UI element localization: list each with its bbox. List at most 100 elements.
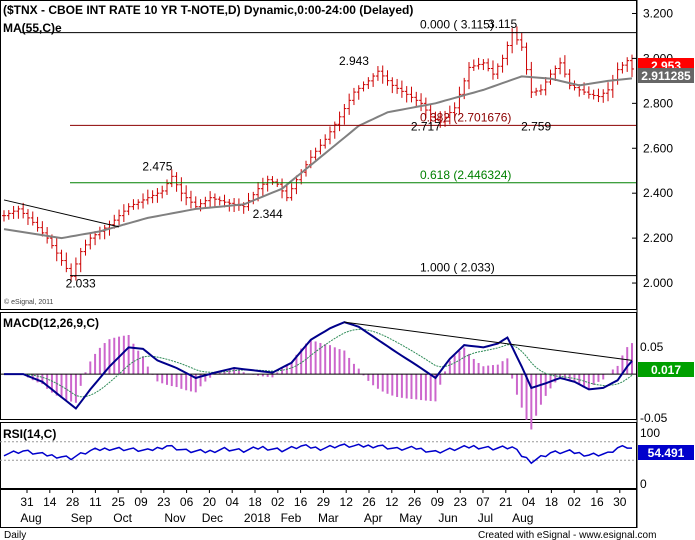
price-bar	[78, 247, 83, 273]
price-bar	[251, 191, 256, 205]
x-month-label: 2018	[244, 511, 271, 525]
price-bar	[260, 177, 265, 197]
price-bar	[289, 183, 294, 201]
price-bar	[40, 221, 45, 237]
price-bar	[375, 66, 380, 81]
price-bar	[481, 59, 486, 71]
x-month-label: Dec	[202, 511, 223, 525]
price-bar	[428, 103, 433, 125]
price-bar	[529, 61, 534, 98]
price-bar	[184, 185, 189, 206]
price-bar	[126, 203, 131, 216]
x-month-label: Apr	[364, 511, 383, 525]
swing-annotation: 3.115	[488, 17, 517, 31]
price-bar	[284, 183, 289, 202]
price-bar	[150, 190, 155, 204]
price-bar	[188, 190, 193, 209]
price-bar	[155, 188, 160, 203]
price-bar	[620, 61, 625, 74]
swing-annotation: 2.759	[521, 119, 551, 133]
price-bar	[16, 205, 21, 219]
x-month-label: May	[399, 511, 422, 525]
price-bar	[212, 193, 217, 208]
price-bar	[30, 211, 35, 226]
price-bar	[347, 93, 352, 115]
price-bar	[558, 57, 563, 75]
rsi-tick-top: 100	[640, 426, 660, 440]
price-bar	[141, 193, 146, 209]
x-day-label: 20	[203, 495, 217, 509]
price-bar	[395, 78, 400, 94]
fib-level-label: 0.618 (2.446324)	[420, 168, 511, 182]
price-bar	[562, 55, 567, 78]
price-bar	[601, 89, 606, 103]
x-day-label: 11	[89, 495, 102, 509]
x-day-label: 26	[408, 495, 422, 509]
price-bar	[2, 210, 6, 222]
x-month-label: Aug	[20, 511, 41, 525]
x-month-label: Jul	[478, 511, 493, 525]
rsi-value-label: 54.491	[648, 446, 685, 460]
macd-title: MACD(12,26,9,C)	[3, 316, 99, 330]
x-month-label: Sep	[71, 511, 93, 525]
ma-legend: MA(55,C)e	[3, 21, 62, 35]
macd-tick-bottom: -0.05	[640, 411, 668, 425]
footer-credit: Created with eSignal - www.esignal.com	[478, 530, 656, 540]
price-bar	[83, 239, 88, 256]
price-bar	[457, 86, 462, 115]
ma-line	[3, 75, 633, 240]
price-bar	[342, 103, 347, 125]
price-bar	[586, 86, 591, 99]
x-day-label: 31	[20, 495, 34, 509]
fib-level-label: 0.382 (2.701676)	[420, 110, 511, 124]
price-bar	[452, 102, 457, 118]
x-day-label: 26	[362, 495, 376, 509]
price-bar	[136, 199, 141, 210]
price-bar	[117, 209, 122, 226]
price-bar	[217, 196, 222, 206]
price-bar	[318, 139, 323, 155]
x-day-label: 14	[43, 495, 57, 509]
price-bar	[327, 126, 332, 145]
price-bar	[93, 231, 98, 246]
price-bar	[193, 196, 198, 210]
price-bar	[510, 28, 515, 54]
price-bar	[548, 69, 553, 85]
rsi-value-box	[638, 445, 694, 460]
price-bar	[486, 58, 491, 72]
x-month-label: Nov	[164, 511, 185, 525]
swing-annotation: 2.033	[66, 277, 96, 291]
x-day-label: 18	[248, 495, 262, 509]
price-bar	[131, 199, 136, 210]
x-day-label: 16	[590, 495, 604, 509]
price-bar	[625, 57, 630, 72]
price-bar	[313, 147, 318, 160]
price-bar	[524, 42, 529, 75]
macd-line	[4, 321, 633, 410]
ma-value-label: 2.911285	[641, 69, 691, 83]
price-bar	[543, 77, 548, 96]
macd-value-label: 0.017	[651, 363, 681, 377]
price-bar	[423, 97, 428, 119]
chart-title: ($TNX - CBOE INT RATE 10 YR T-NOTE,D) Dy…	[3, 3, 413, 17]
price-tick-label: 2.000	[643, 276, 673, 290]
price-bar	[385, 70, 390, 86]
x-day-label: 09	[134, 495, 148, 509]
price-bar	[371, 73, 376, 87]
x-day-label: 07	[476, 495, 490, 509]
price-bar	[265, 175, 270, 192]
price-bar	[490, 60, 495, 80]
price-bar	[35, 216, 40, 232]
price-series	[2, 26, 634, 283]
price-panel-frame	[0, 0, 637, 310]
rsi-tick-bottom: 0	[640, 477, 647, 491]
price-bar	[606, 82, 611, 102]
price-bar	[414, 91, 419, 107]
x-month-label: Feb	[281, 511, 302, 525]
price-bar	[591, 89, 596, 100]
price-bar	[179, 177, 184, 202]
price-bar	[553, 65, 558, 81]
price-bar	[145, 189, 150, 205]
price-bar	[596, 88, 601, 103]
